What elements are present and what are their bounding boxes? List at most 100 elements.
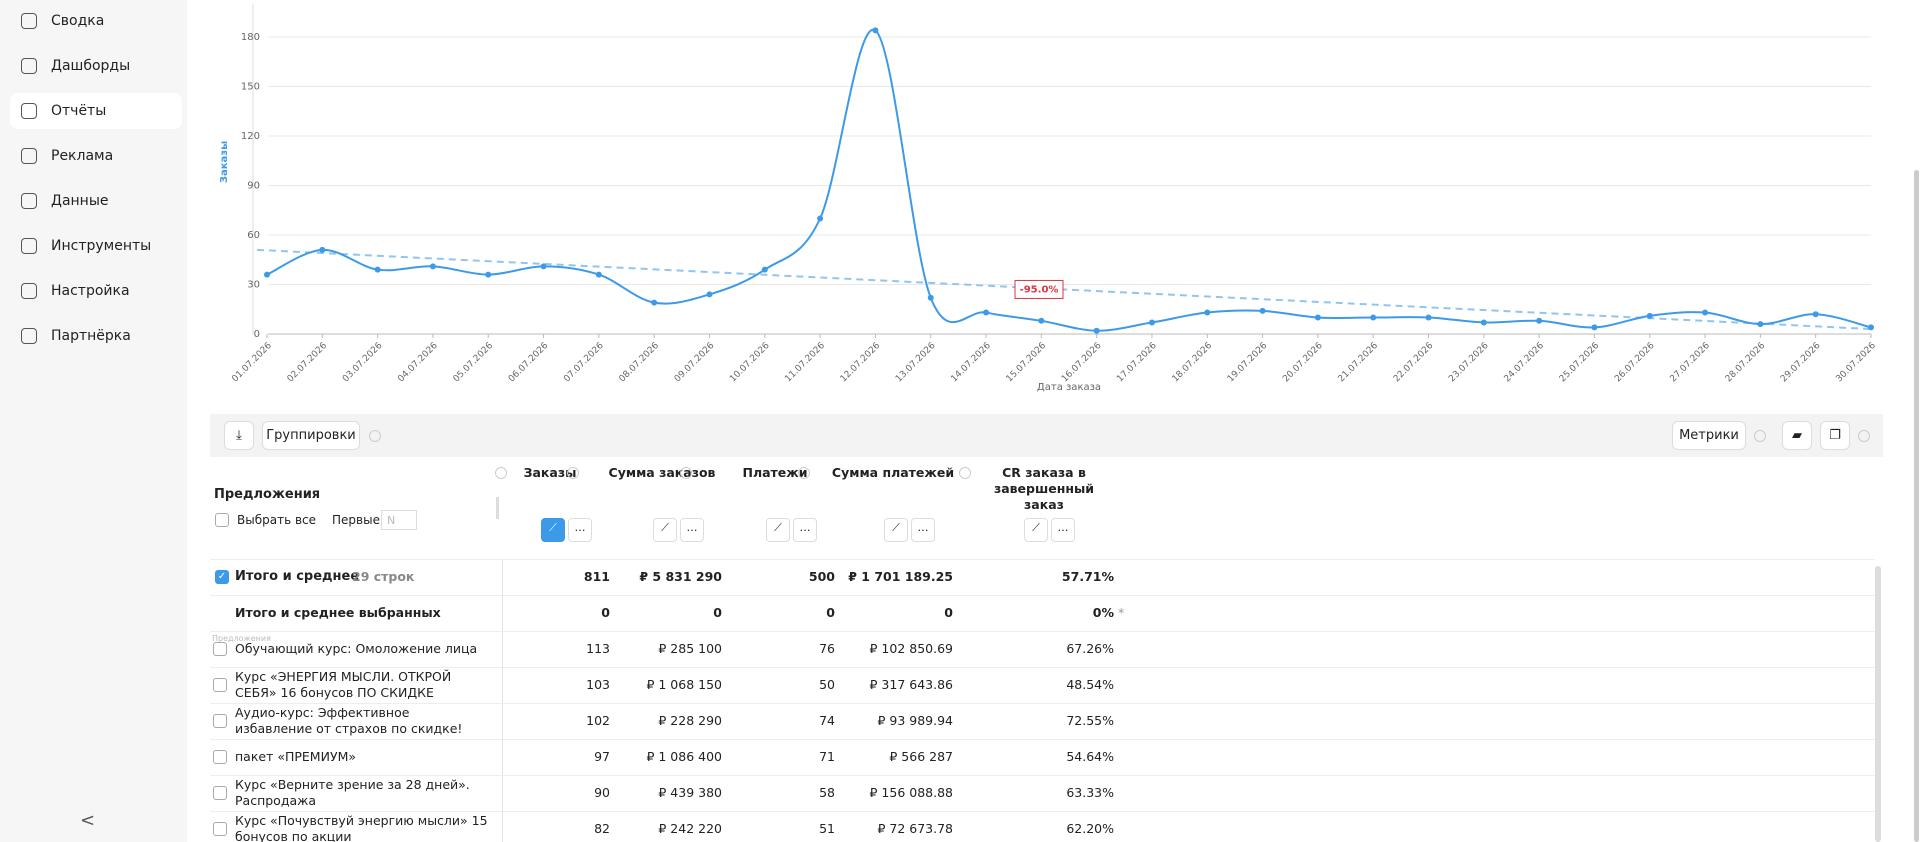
x-tick-label: 08.07.2026 <box>618 341 662 385</box>
cell: ₽ 1 701 189.25 <box>848 569 953 584</box>
offer-name: пакет «ПРЕМИУМ» <box>235 749 356 764</box>
x-tick-label: 10.07.2026 <box>728 341 772 385</box>
row-divider <box>210 739 1875 740</box>
more-button[interactable]: … <box>680 518 704 542</box>
y-axis-title: Заказы <box>219 141 230 183</box>
checkbox-checked[interactable]: ✓ <box>215 570 229 584</box>
help-icon[interactable] <box>1754 430 1766 442</box>
x-tick-label: 04.07.2026 <box>396 341 440 385</box>
cell: 0 <box>944 605 953 620</box>
nav-item[interactable]: Сводка <box>10 3 182 39</box>
select-all[interactable]: Выбрать все <box>237 513 317 527</box>
nav-icon <box>21 13 37 29</box>
trend-label-box <box>1014 279 1064 299</box>
nav-item[interactable]: Отчёты <box>10 93 182 129</box>
x-tick-label: 18.07.2026 <box>1171 341 1215 385</box>
offers-header: Предложения <box>214 487 321 502</box>
offer-name: Курс «Почувствуй энергию мысли» 15 бонус… <box>235 813 488 842</box>
point <box>872 27 879 34</box>
row-divider <box>210 631 1875 632</box>
trend-line <box>256 248 1872 331</box>
more-button[interactable]: … <box>568 518 592 542</box>
cell: 0 <box>601 605 610 620</box>
resize-handle[interactable] <box>496 497 499 519</box>
chart-toggle[interactable]: ⟋ <box>653 518 677 542</box>
row-divider <box>210 667 1875 668</box>
more-button[interactable]: … <box>793 518 817 542</box>
nav-item[interactable]: Данные <box>10 183 182 219</box>
collapse-button[interactable]: < <box>80 810 96 831</box>
chart-toggle[interactable]: ⟋ <box>541 518 565 542</box>
help-icon[interactable] <box>369 430 381 442</box>
help-icon[interactable] <box>798 467 810 479</box>
nav-icon <box>21 283 37 299</box>
x-tick-label: 06.07.2026 <box>507 341 551 385</box>
nav-item[interactable]: Инструменты <box>10 228 182 264</box>
point <box>1536 317 1543 324</box>
page-scrollbar[interactable] <box>1914 170 1919 842</box>
help-icon[interactable] <box>680 467 692 479</box>
chart-toggle[interactable]: ⟋ <box>766 518 790 542</box>
x-tick-label: 30.07.2026 <box>1834 341 1878 385</box>
nav-item[interactable]: Реклама <box>10 138 182 174</box>
series-line <box>266 28 1872 332</box>
x-tick-label: 20.07.2026 <box>1281 341 1325 385</box>
cell: 0% <box>1092 605 1114 620</box>
row-divider <box>210 703 1875 704</box>
chart-toggle[interactable]: ⟋ <box>1024 518 1048 542</box>
nav-item[interactable]: Партнёрка <box>10 318 182 354</box>
download-button[interactable]: ⤓ <box>224 421 254 450</box>
column-header: Сумма заказов <box>608 465 716 480</box>
point <box>651 299 658 306</box>
copy-button[interactable]: ❐ <box>1820 421 1850 450</box>
cell: 74 <box>819 713 835 728</box>
help-icon[interactable] <box>959 467 971 479</box>
point <box>1591 324 1598 331</box>
x-tick-label: 03.07.2026 <box>341 341 385 385</box>
more-button[interactable]: … <box>1051 518 1075 542</box>
checkbox[interactable] <box>213 642 227 656</box>
nav-item[interactable]: Дашборды <box>10 48 182 84</box>
checkbox[interactable] <box>213 678 227 692</box>
cell: ₽ 285 100 <box>658 641 722 656</box>
point <box>706 291 713 298</box>
chart-toggle[interactable]: ⟋ <box>884 518 908 542</box>
cell: 58 <box>819 785 835 800</box>
checkbox[interactable] <box>213 714 227 728</box>
help-icon[interactable] <box>567 467 579 479</box>
nav-icon <box>21 193 37 209</box>
point <box>1812 311 1819 318</box>
checkbox[interactable] <box>215 513 229 527</box>
x-tick-label: 27.07.2026 <box>1668 341 1712 385</box>
metrics-button[interactable]: Метрики <box>1672 421 1746 450</box>
nav-label: Данные <box>51 193 109 209</box>
checkbox[interactable] <box>213 786 227 800</box>
nav-label: Сводка <box>51 13 105 29</box>
table-scrollbar[interactable] <box>1875 566 1881 842</box>
fill-button[interactable]: ▰ <box>1782 421 1812 450</box>
help-icon[interactable] <box>495 467 507 479</box>
row-count: 29 строк <box>352 569 415 584</box>
x-tick-label: 09.07.2026 <box>673 341 717 385</box>
checkbox[interactable] <box>213 750 227 764</box>
more-button[interactable]: … <box>911 518 935 542</box>
x-tick-label: 26.07.2026 <box>1613 341 1657 385</box>
x-tick-label: 21.07.2026 <box>1337 341 1381 385</box>
groupings-button[interactable]: Группировки <box>262 421 360 450</box>
point <box>1868 324 1874 331</box>
nav-label: Настройка <box>51 283 130 299</box>
point <box>1314 314 1321 321</box>
cell: 103 <box>586 677 610 692</box>
checkbox[interactable] <box>213 822 227 836</box>
help-icon[interactable] <box>1858 430 1870 442</box>
cell: ₽ 439 380 <box>658 785 722 800</box>
total-label: Итого и среднее <box>235 569 360 584</box>
first-input[interactable]: N <box>381 510 417 530</box>
point <box>485 271 492 278</box>
cell: ₽ 1 086 400 <box>646 749 722 764</box>
x-tick-label: 13.07.2026 <box>894 341 938 385</box>
point <box>927 294 934 301</box>
cell: ₽ 566 287 <box>889 749 953 764</box>
cell: 62.20% <box>1066 821 1114 836</box>
nav-item[interactable]: Настройка <box>10 273 182 309</box>
